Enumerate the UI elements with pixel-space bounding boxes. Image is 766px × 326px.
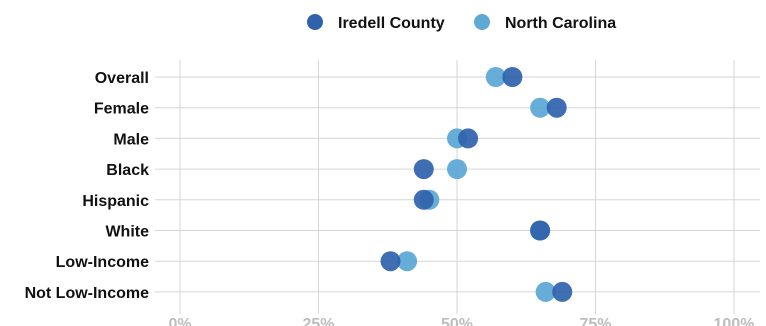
- x-tick-label: 75%: [579, 316, 611, 326]
- point-iredell-county-male: [458, 128, 479, 149]
- x-tick-label: 50%: [441, 316, 473, 326]
- category-label-male: Male: [113, 131, 149, 148]
- point-iredell-county-black: [413, 159, 434, 180]
- point-north-carolina-not-low-income: [535, 281, 556, 302]
- x-tick-label: 25%: [302, 316, 334, 326]
- x-tick-label: 100%: [714, 316, 755, 326]
- point-iredell-county-overall: [502, 67, 523, 87]
- point-iredell-county-white: [530, 220, 551, 241]
- point-north-carolina-female: [530, 97, 551, 118]
- legend-label-iredell-county: Iredell County: [338, 15, 445, 32]
- legend-marker-north-carolina: [474, 14, 490, 30]
- point-iredell-county-low-income: [380, 251, 401, 272]
- legend-marker-iredell-county: [307, 14, 323, 30]
- category-label-overall: Overall: [95, 70, 149, 87]
- legend-label-north-carolina: North Carolina: [505, 15, 616, 32]
- grid: [155, 60, 760, 314]
- point-iredell-county-hispanic: [413, 189, 434, 210]
- point-iredell-county-female: [546, 97, 567, 118]
- point-north-carolina-low-income: [397, 251, 418, 272]
- category-labels: Overall Female Male Black Hispanic White Low-I…: [25, 70, 150, 302]
- x-tick-label: 0%: [168, 316, 191, 326]
- category-label-female: Female: [94, 101, 149, 118]
- category-label-white: White: [105, 224, 149, 241]
- point-iredell-county-not-low-income: [552, 281, 573, 302]
- category-label-black: Black: [106, 162, 149, 179]
- category-label-not-low-income: Not Low-Income: [25, 285, 150, 302]
- category-label-hispanic: Hispanic: [82, 193, 149, 210]
- point-north-carolina-black: [447, 159, 467, 180]
- point-north-carolina-overall: [485, 67, 506, 87]
- legend: Iredell County North Carolina: [307, 14, 616, 32]
- x-tick-labels: 0% 25% 50% 75% 100%: [168, 316, 754, 326]
- data-points: [380, 67, 573, 302]
- category-label-low-income: Low-Income: [56, 254, 149, 271]
